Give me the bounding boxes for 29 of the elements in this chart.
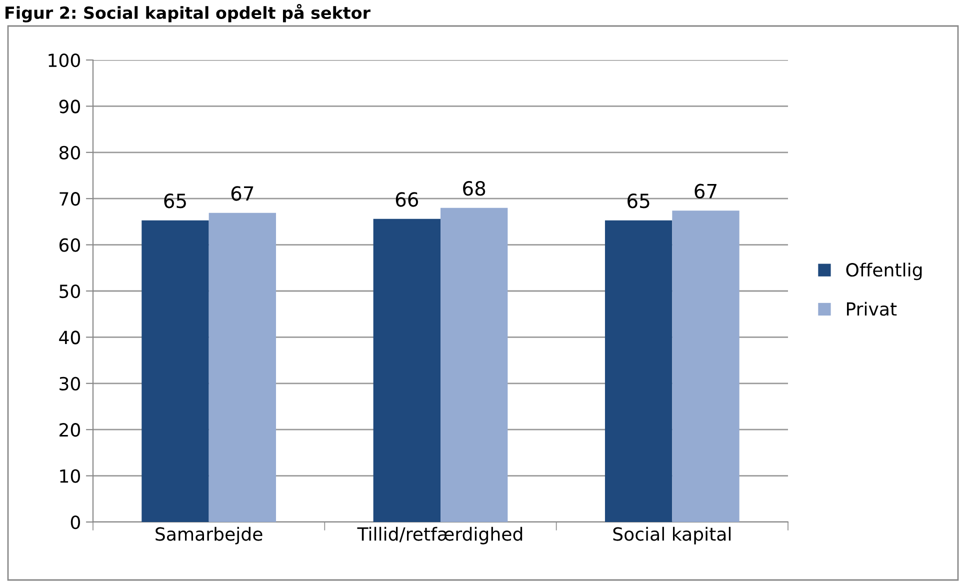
bar	[440, 208, 508, 522]
bar	[373, 218, 440, 522]
bar	[672, 210, 740, 522]
y-tick-label: 10	[60, 469, 80, 483]
y-tick-label: 90	[59, 100, 80, 114]
y-tick-label: 0	[70, 515, 80, 530]
data-label: 66	[396, 192, 418, 207]
bar	[208, 212, 276, 522]
data-label: 68	[463, 181, 486, 196]
y-tick-label: 50	[60, 284, 80, 298]
data-label: 65	[164, 194, 186, 208]
chart-title: Figur 2: Social kapital opdelt på sektor	[6, 4, 370, 22]
legend-label: Offentlig	[846, 262, 922, 280]
y-tick-label: 60	[59, 238, 80, 252]
bar	[142, 220, 209, 522]
data-label: 67	[694, 184, 716, 199]
x-tick-label: Samarbejde	[156, 526, 262, 544]
data-label: 65	[628, 194, 650, 208]
y-tick-label: 40	[59, 330, 80, 344]
bar	[604, 220, 672, 522]
y-tick-label: 30	[60, 376, 80, 391]
legend-label: Privat	[847, 302, 897, 316]
data-label: 67	[231, 186, 254, 201]
x-tick-label: Social kapital	[613, 526, 731, 544]
y-tick-label: 80	[59, 146, 80, 160]
y-tick-label: 20	[60, 423, 80, 437]
y-tick-label: 100	[48, 53, 80, 68]
x-tick-label: Tillid/retfærdighed	[357, 526, 522, 544]
y-tick-label: 70	[60, 192, 80, 206]
